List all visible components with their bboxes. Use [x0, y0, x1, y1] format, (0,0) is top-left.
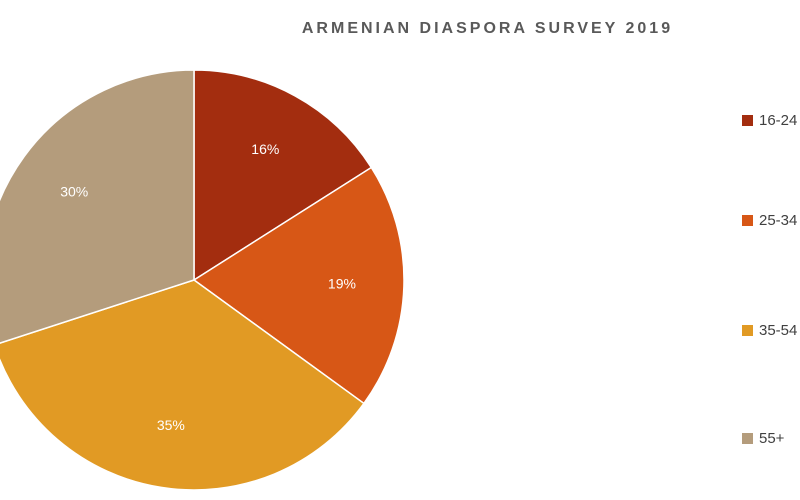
legend-label: 16-24	[759, 112, 798, 129]
legend-item: 25-34	[742, 212, 797, 229]
slice-data-label: 30%	[60, 184, 88, 200]
legend-item: 55+	[742, 430, 784, 447]
legend-swatch	[742, 325, 753, 336]
legend-item: 16-24	[742, 112, 797, 129]
legend-label: 55+	[759, 430, 785, 447]
pie-slice-25-34	[192, 166, 405, 405]
legend-label: 35-54	[759, 322, 798, 339]
legend-swatch	[742, 433, 753, 444]
pie-slice-35-54	[0, 279, 365, 491]
slice-data-label: 19%	[328, 275, 356, 291]
legend-swatch	[742, 115, 753, 126]
pie-slice-55plus	[0, 69, 195, 344]
legend-swatch	[742, 215, 753, 226]
chart-title: ARMENIAN DIASPORA SURVEY 2019	[301, 20, 674, 37]
legend-item: 35-54	[742, 322, 797, 339]
legend-label: 25-34	[759, 212, 798, 229]
slice-data-label: 35%	[157, 417, 185, 433]
slice-data-label: 16%	[251, 141, 279, 157]
pie-slice-16-24	[193, 69, 373, 282]
